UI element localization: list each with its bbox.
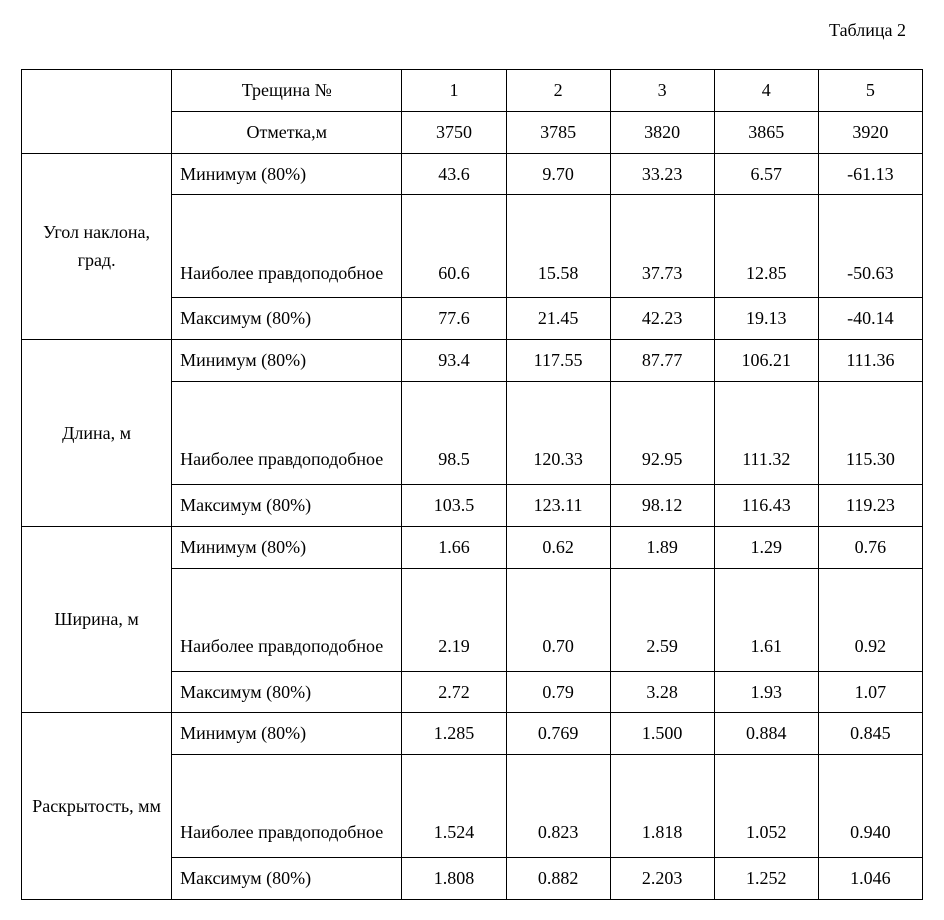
table-row: Трещина № 1 2 3 4 5	[22, 70, 923, 112]
metric-label: Максимум (80%)	[172, 671, 402, 713]
cell: 2.59	[610, 568, 714, 671]
cell: 117.55	[506, 340, 610, 382]
cell: 0.882	[506, 858, 610, 900]
cell: 0.92	[818, 568, 922, 671]
crack-num: 3	[610, 70, 714, 112]
cell: 103.5	[402, 484, 506, 526]
cell: 1.524	[402, 755, 506, 858]
crack-num: 5	[818, 70, 922, 112]
mark-val: 3785	[506, 111, 610, 153]
metric-label: Наиболее правдоподобное	[172, 755, 402, 858]
cell: 33.23	[610, 153, 714, 195]
cell: 98.5	[402, 381, 506, 484]
metric-label: Минимум (80%)	[172, 340, 402, 382]
cell: 2.203	[610, 858, 714, 900]
table-row: Ширина, м Минимум (80%) 1.66 0.62 1.89 1…	[22, 526, 923, 568]
metric-label: Максимум (80%)	[172, 484, 402, 526]
cell: 2.19	[402, 568, 506, 671]
cell: 123.11	[506, 484, 610, 526]
metric-label: Наиболее правдоподобное	[172, 381, 402, 484]
cell: 0.823	[506, 755, 610, 858]
cell: 43.6	[402, 153, 506, 195]
cell: 19.13	[714, 298, 818, 340]
group-title: Длина, м	[22, 340, 172, 527]
cell: 1.89	[610, 526, 714, 568]
cell: 9.70	[506, 153, 610, 195]
cell: 119.23	[818, 484, 922, 526]
cell: 0.769	[506, 713, 610, 755]
cell: 92.95	[610, 381, 714, 484]
metric-label: Наиболее правдоподобное	[172, 568, 402, 671]
cell: 42.23	[610, 298, 714, 340]
data-table: Трещина № 1 2 3 4 5 Отметка,м 3750 3785 …	[21, 69, 923, 900]
cell: 0.62	[506, 526, 610, 568]
cell: 1.500	[610, 713, 714, 755]
cell: 60.6	[402, 195, 506, 298]
table-caption: Таблица 2	[20, 20, 906, 41]
cell: 0.76	[818, 526, 922, 568]
cell: 106.21	[714, 340, 818, 382]
cell: 77.6	[402, 298, 506, 340]
group-title: Ширина, м	[22, 526, 172, 713]
cell: 0.884	[714, 713, 818, 755]
cell: 3.28	[610, 671, 714, 713]
cell: 111.32	[714, 381, 818, 484]
cell: 15.58	[506, 195, 610, 298]
cell: 1.285	[402, 713, 506, 755]
metric-label: Минимум (80%)	[172, 713, 402, 755]
cell: 37.73	[610, 195, 714, 298]
cell: -40.14	[818, 298, 922, 340]
cell: 1.66	[402, 526, 506, 568]
group-title: Угол наклона, град.	[22, 153, 172, 340]
mark-val: 3750	[402, 111, 506, 153]
cell: -61.13	[818, 153, 922, 195]
cell: 1.808	[402, 858, 506, 900]
cell: 2.72	[402, 671, 506, 713]
cell: 111.36	[818, 340, 922, 382]
table-row: Раскрытость, мм Минимум (80%) 1.285 0.76…	[22, 713, 923, 755]
metric-label: Минимум (80%)	[172, 153, 402, 195]
cell: 0.70	[506, 568, 610, 671]
cell: 98.12	[610, 484, 714, 526]
header-blank	[22, 70, 172, 154]
mark-val: 3865	[714, 111, 818, 153]
table-row: Длина, м Минимум (80%) 93.4 117.55 87.77…	[22, 340, 923, 382]
mark-val: 3820	[610, 111, 714, 153]
cell: 0.940	[818, 755, 922, 858]
crack-num: 2	[506, 70, 610, 112]
cell: 1.252	[714, 858, 818, 900]
mark-label: Отметка,м	[172, 111, 402, 153]
metric-label: Наиболее правдоподобное	[172, 195, 402, 298]
cell: 120.33	[506, 381, 610, 484]
cell: 1.818	[610, 755, 714, 858]
cell: 0.845	[818, 713, 922, 755]
group-title: Раскрытость, мм	[22, 713, 172, 900]
crack-num: 4	[714, 70, 818, 112]
metric-label: Минимум (80%)	[172, 526, 402, 568]
cell: 1.61	[714, 568, 818, 671]
cell: 1.07	[818, 671, 922, 713]
metric-label: Максимум (80%)	[172, 298, 402, 340]
cell: 87.77	[610, 340, 714, 382]
cell: 21.45	[506, 298, 610, 340]
cell: 12.85	[714, 195, 818, 298]
mark-val: 3920	[818, 111, 922, 153]
cell: 1.93	[714, 671, 818, 713]
cell: 115.30	[818, 381, 922, 484]
cell: 1.046	[818, 858, 922, 900]
cell: 1.052	[714, 755, 818, 858]
metric-label: Максимум (80%)	[172, 858, 402, 900]
crack-num: 1	[402, 70, 506, 112]
cell: 0.79	[506, 671, 610, 713]
cell: 116.43	[714, 484, 818, 526]
cell: -50.63	[818, 195, 922, 298]
cell: 1.29	[714, 526, 818, 568]
cell: 6.57	[714, 153, 818, 195]
crack-label: Трещина №	[172, 70, 402, 112]
cell: 93.4	[402, 340, 506, 382]
table-row: Угол наклона, град. Минимум (80%) 43.6 9…	[22, 153, 923, 195]
